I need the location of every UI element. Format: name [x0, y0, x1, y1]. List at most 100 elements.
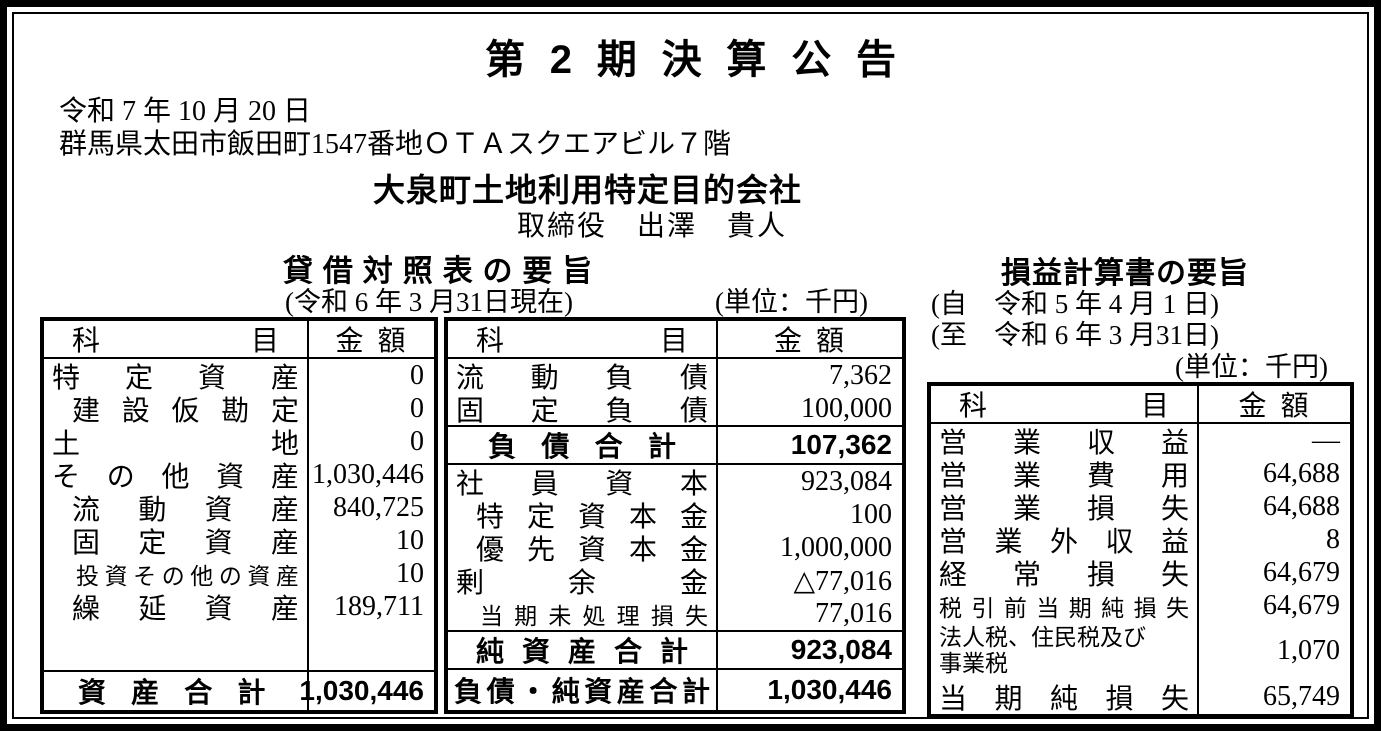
row-value: 0	[410, 425, 424, 457]
table-row: 営業外収益 8	[931, 523, 1350, 558]
row-label: 営業収益	[939, 427, 1189, 459]
net-assets-total-label: 純資産合計	[476, 636, 688, 667]
row-label: 投資その他の資産	[76, 563, 299, 589]
table-row: 税引前当期純損失 64,679	[931, 589, 1350, 622]
row-value: 189,711	[334, 590, 424, 622]
row-label: 特定資本金	[476, 501, 708, 533]
column-divider	[307, 321, 309, 710]
row-label: 流動負債	[456, 362, 708, 394]
balance-sheet-assets-table: 科目 金額 特定資産 0 建設仮勘定 0 土地 0 その他資産 1,030,44…	[40, 317, 438, 714]
table-row: 投資その他の資産 10	[44, 557, 434, 590]
row-label: 建設仮勘定	[72, 395, 299, 427]
balance-sheet-asof-date: (令和 6 年 3 月31日現在)	[285, 287, 573, 317]
row-value: 1,070	[1277, 635, 1340, 666]
row-value: 0	[410, 392, 424, 424]
grand-total-value: 1,030,446	[767, 674, 892, 705]
net-assets-total-value: 923,084	[790, 634, 892, 665]
row-label: その他資産	[52, 461, 299, 493]
row-value: 64,688	[1263, 457, 1340, 489]
row-value: 7,362	[829, 359, 892, 391]
table-row: 当期未処理損失 77,016	[448, 597, 902, 630]
pl-table-header: 科目 金額	[931, 386, 1350, 424]
row-value: 10	[396, 524, 424, 556]
profit-loss-period-from: (自 令和 5 年 4 月 1 日)	[931, 289, 1219, 319]
liabilities-net-assets-grand-total-row: 負債・純資産合計 1,030,446	[448, 670, 902, 710]
row-label: 社員資本	[456, 468, 708, 500]
table-row: 固定負債 100,000	[448, 392, 902, 427]
profit-loss-period-to: (至 令和 6 年 3 月31日)	[931, 320, 1219, 350]
table-row: 営業収益 ―	[931, 424, 1350, 459]
company-name: 大泉町土地利用特定目的会社	[373, 172, 803, 208]
row-label: 流動資産	[72, 494, 299, 526]
row-label: 営業損失	[939, 493, 1189, 525]
row-label: 当期未処理損失	[480, 603, 708, 629]
liabilities-table-header: 科目 金額	[448, 321, 902, 359]
profit-loss-title: 損益計算書の要旨	[1001, 257, 1249, 290]
row-label: 固定負債	[456, 395, 708, 427]
assets-header-amount: 金額	[335, 326, 420, 357]
doc-address: 群馬県太田市飯田町1547番地ＯＴＡスクエアビル７階	[59, 129, 732, 160]
row-value: ―	[1312, 424, 1340, 456]
liabilities-header-subject: 科目	[476, 326, 688, 357]
row-value: 100	[850, 498, 892, 530]
row-label: 固定資産	[72, 527, 299, 559]
balance-sheet-liabilities-table: 科目 金額 流動負債 7,362 固定負債 100,000 負債合計 107,3…	[444, 317, 906, 714]
assets-header-subject: 科目	[72, 326, 279, 357]
row-label: 当期純損失	[939, 684, 1189, 715]
pl-header-amount: 金額	[1238, 391, 1323, 422]
table-row: 剰余金 △77,016	[448, 564, 902, 599]
table-row: 社員資本 923,084	[448, 465, 902, 500]
row-label: 法人税、住民税及び事業税	[939, 625, 1146, 676]
doc-date: 令和 7 年 10 月 20 日	[59, 96, 312, 127]
grand-total-label: 負債・純資産合計	[454, 676, 710, 707]
assets-total-label: 資産合計	[78, 677, 266, 708]
row-value: 1,000,000	[780, 531, 892, 563]
assets-table-header: 科目 金額	[44, 321, 434, 359]
row-value: 65,749	[1263, 681, 1340, 712]
balance-sheet-unit: (単位：千円)	[715, 287, 868, 317]
row-label: 優先資本金	[476, 534, 708, 566]
table-row: 営業費用 64,688	[931, 457, 1350, 492]
officer-name: 取締役 出澤 貴人	[517, 211, 788, 242]
table-row: 経常損失 64,679	[931, 556, 1350, 591]
assets-table-body: 特定資産 0 建設仮勘定 0 土地 0 その他資産 1,030,446 流動資産…	[44, 359, 434, 670]
table-row: 流動資産 840,725	[44, 491, 434, 526]
liabilities-header-amount: 金額	[773, 326, 858, 357]
liabilities-total-value: 107,362	[790, 429, 892, 460]
table-row: 建設仮勘定 0	[44, 392, 434, 427]
row-value: 100,000	[801, 392, 892, 424]
table-row: 法人税、住民税及び事業税 1,070	[931, 622, 1350, 680]
profit-loss-table: 科目 金額 営業収益 ― 営業費用 64,688 営業損失 64,688 営業外…	[927, 382, 1354, 718]
row-value: 1,030,446	[312, 458, 424, 490]
table-row: 優先資本金 1,000,000	[448, 531, 902, 566]
row-label: 剰余金	[456, 567, 708, 599]
liabilities-total-row: 負債合計 107,362	[448, 425, 902, 465]
row-value: 77,016	[815, 597, 892, 629]
liabilities-total-label: 負債合計	[488, 431, 676, 462]
table-row: 当期純損失 65,749	[931, 680, 1350, 715]
row-value: 0	[410, 359, 424, 391]
balance-sheet-title: 貸借対照表の要旨	[283, 255, 603, 288]
row-value: 923,084	[801, 465, 892, 497]
row-label: 営業費用	[939, 460, 1189, 492]
table-row: 土地 0	[44, 425, 434, 460]
table-row: 特定資産 0	[44, 359, 434, 394]
table-row: 固定資産 10	[44, 524, 434, 559]
row-value: 64,679	[1263, 589, 1340, 621]
pl-header-subject: 科目	[959, 391, 1169, 422]
table-row: 繰延資産 189,711	[44, 590, 434, 625]
row-value: 8	[1326, 523, 1340, 555]
row-label: 経常損失	[939, 559, 1189, 591]
table-row: その他資産 1,030,446	[44, 458, 434, 493]
row-value: 10	[396, 557, 424, 589]
doc-title: 第2期決算公告	[484, 38, 921, 82]
net-assets-total-row: 純資産合計 923,084	[448, 630, 902, 670]
row-value: △77,016	[793, 565, 892, 597]
column-divider	[716, 321, 718, 710]
assets-total-row: 資産合計 1,030,446	[44, 670, 434, 710]
row-value: 840,725	[333, 491, 424, 523]
table-row: 営業損失 64,688	[931, 490, 1350, 525]
row-value: 64,679	[1263, 556, 1340, 588]
row-label: 土地	[52, 428, 299, 460]
